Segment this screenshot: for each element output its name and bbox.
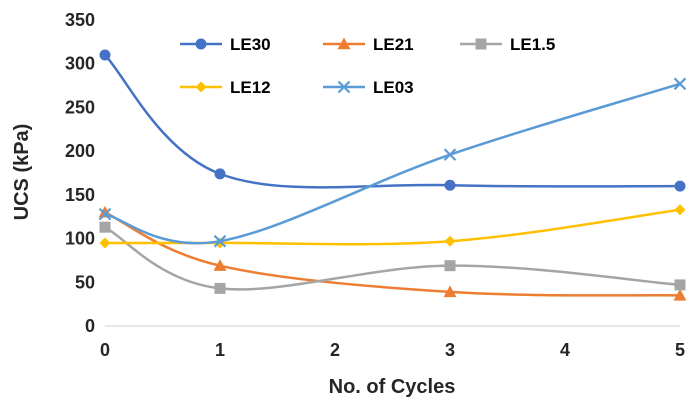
legend-item-le12: LE12 bbox=[180, 78, 271, 97]
x-tick-label: 0 bbox=[100, 340, 110, 360]
legend: LE30 LE21 LE1.5 LE12 LE03 bbox=[180, 35, 555, 97]
data-point-le12 bbox=[100, 237, 111, 248]
legend-marker-le12 bbox=[196, 82, 207, 93]
data-point-le15 bbox=[445, 260, 456, 271]
series-le30 bbox=[100, 49, 686, 191]
y-tick-label: 150 bbox=[65, 185, 95, 205]
y-tick-label: 50 bbox=[75, 272, 95, 292]
y-tick-label: 250 bbox=[65, 97, 95, 117]
legend-item-le15: LE1.5 bbox=[460, 35, 555, 54]
legend-marker-le15 bbox=[476, 39, 487, 50]
legend-label-le03: LE03 bbox=[373, 78, 414, 97]
x-tick-label: 5 bbox=[675, 340, 685, 360]
series-line-le12 bbox=[105, 210, 680, 245]
x-axis-title: No. of Cycles bbox=[329, 376, 456, 398]
y-tick-label: 200 bbox=[65, 141, 95, 161]
y-tick-label: 0 bbox=[85, 316, 95, 336]
legend-label-le15: LE1.5 bbox=[510, 35, 555, 54]
data-point-le30 bbox=[445, 180, 456, 191]
legend-label-le21: LE21 bbox=[373, 35, 414, 54]
x-tick-label: 2 bbox=[330, 340, 340, 360]
series-le21 bbox=[99, 206, 686, 301]
legend-label-le30: LE30 bbox=[230, 35, 271, 54]
y-tick-label: 100 bbox=[65, 229, 95, 249]
series-le15 bbox=[100, 222, 686, 294]
series-line-le30 bbox=[105, 55, 680, 187]
data-point-le30 bbox=[215, 168, 226, 179]
data-point-le12 bbox=[445, 236, 456, 247]
x-tick-label: 1 bbox=[215, 340, 225, 360]
x-tick-label: 3 bbox=[445, 340, 455, 360]
x-tick-label: 4 bbox=[560, 340, 570, 360]
y-axis-title: UCS (kPa) bbox=[11, 124, 33, 221]
legend-item-le30: LE30 bbox=[180, 35, 271, 54]
data-point-le30 bbox=[675, 181, 686, 192]
data-point-le15 bbox=[100, 222, 111, 233]
data-point-le15 bbox=[675, 279, 686, 290]
series-line-le03 bbox=[105, 84, 680, 243]
legend-marker-le30 bbox=[196, 39, 207, 50]
legend-item-le03: LE03 bbox=[323, 78, 414, 97]
data-point-le15 bbox=[215, 283, 226, 294]
y-tick-label: 300 bbox=[65, 54, 95, 74]
data-point-le12 bbox=[675, 204, 686, 215]
legend-item-le21: LE21 bbox=[323, 35, 414, 54]
y-tick-label: 350 bbox=[65, 10, 95, 30]
legend-label-le12: LE12 bbox=[230, 78, 271, 97]
data-point-le30 bbox=[100, 49, 111, 60]
